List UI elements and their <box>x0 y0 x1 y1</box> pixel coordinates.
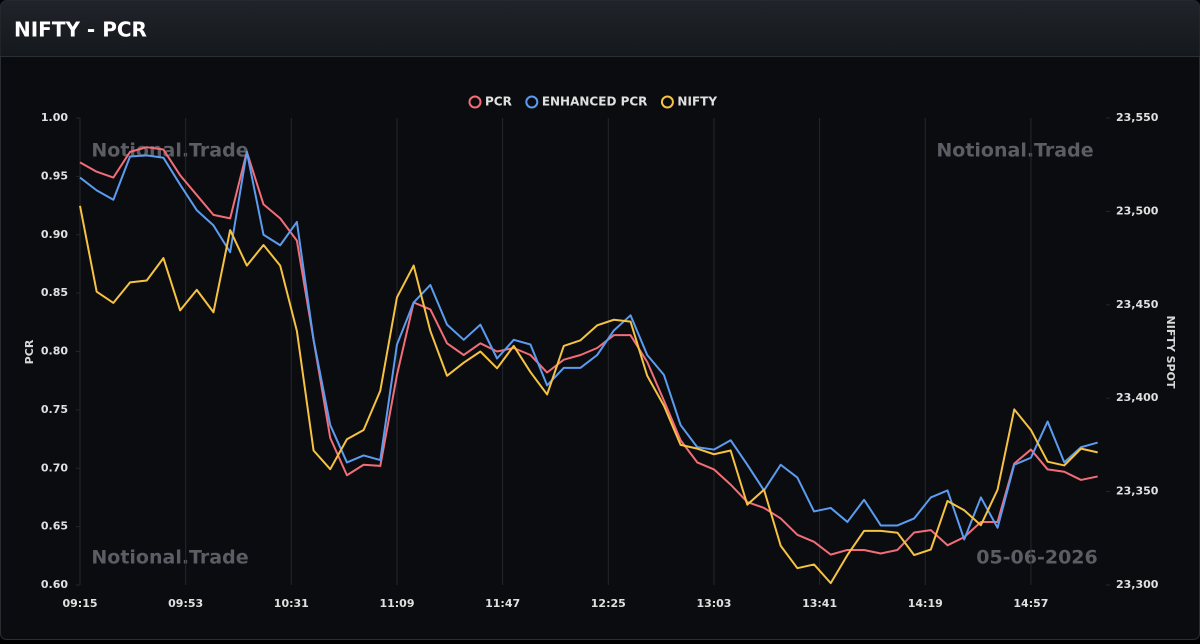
y-tick-label: 1.00 <box>41 111 68 124</box>
legend-item[interactable]: PCR <box>468 95 512 109</box>
x-tick-label: 13:41 <box>802 597 837 610</box>
x-tick-label: 09:53 <box>168 597 203 610</box>
series-line <box>79 205 1098 585</box>
x-tick-label: 09:15 <box>62 597 97 610</box>
y-tick-label: 0.60 <box>41 578 68 591</box>
header-bar <box>0 0 1200 56</box>
x-tick-label: 10:31 <box>274 597 309 610</box>
y-tick-label: 0.85 <box>41 286 68 299</box>
y-tick-label: 0.95 <box>41 169 68 182</box>
x-tick-label: 14:19 <box>908 597 943 610</box>
y2-tick-label: 23,450 <box>1116 298 1159 311</box>
x-tick-label: 13:03 <box>696 597 731 610</box>
watermark: Notional.Trade <box>936 140 1093 162</box>
x-tick-label: 11:09 <box>379 597 414 610</box>
legend-label: PCR <box>485 95 512 109</box>
legend-label: NIFTY <box>677 95 717 109</box>
y-tick-label: 0.90 <box>41 228 68 241</box>
legend-marker <box>660 95 674 109</box>
legend: PCR ENHANCED PCR NIFTY <box>468 95 717 109</box>
x-tick-label: 14:57 <box>1013 597 1048 610</box>
y2-tick-label: 23,300 <box>1116 578 1159 591</box>
chart-title: NIFTY - PCR <box>14 18 147 42</box>
x-tick-label: 11:47 <box>485 597 520 610</box>
x-tick-label: 12:25 <box>591 597 626 610</box>
legend-item[interactable]: NIFTY <box>660 95 717 109</box>
y2-tick-label: 23,400 <box>1116 391 1159 404</box>
series-line <box>79 150 1098 541</box>
y-tick-label: 0.80 <box>41 345 68 358</box>
y-tick-label: 0.65 <box>41 520 68 533</box>
y2-tick-label: 23,550 <box>1116 111 1159 124</box>
y-axis-title: PCR <box>23 339 36 364</box>
y2-tick-label: 23,350 <box>1116 485 1159 498</box>
legend-marker <box>525 95 539 109</box>
y-tick-label: 0.75 <box>41 403 68 416</box>
legend-marker <box>468 95 482 109</box>
legend-label: ENHANCED PCR <box>542 95 648 109</box>
y2-axis-title: NIFTY SPOT <box>1164 316 1177 389</box>
date-watermark: 05-06-2026 <box>976 547 1098 569</box>
y-tick-label: 0.70 <box>41 461 68 474</box>
y2-tick-label: 23,500 <box>1116 204 1159 217</box>
legend-item[interactable]: ENHANCED PCR <box>525 95 648 109</box>
watermark: Notional.Trade <box>91 547 248 569</box>
